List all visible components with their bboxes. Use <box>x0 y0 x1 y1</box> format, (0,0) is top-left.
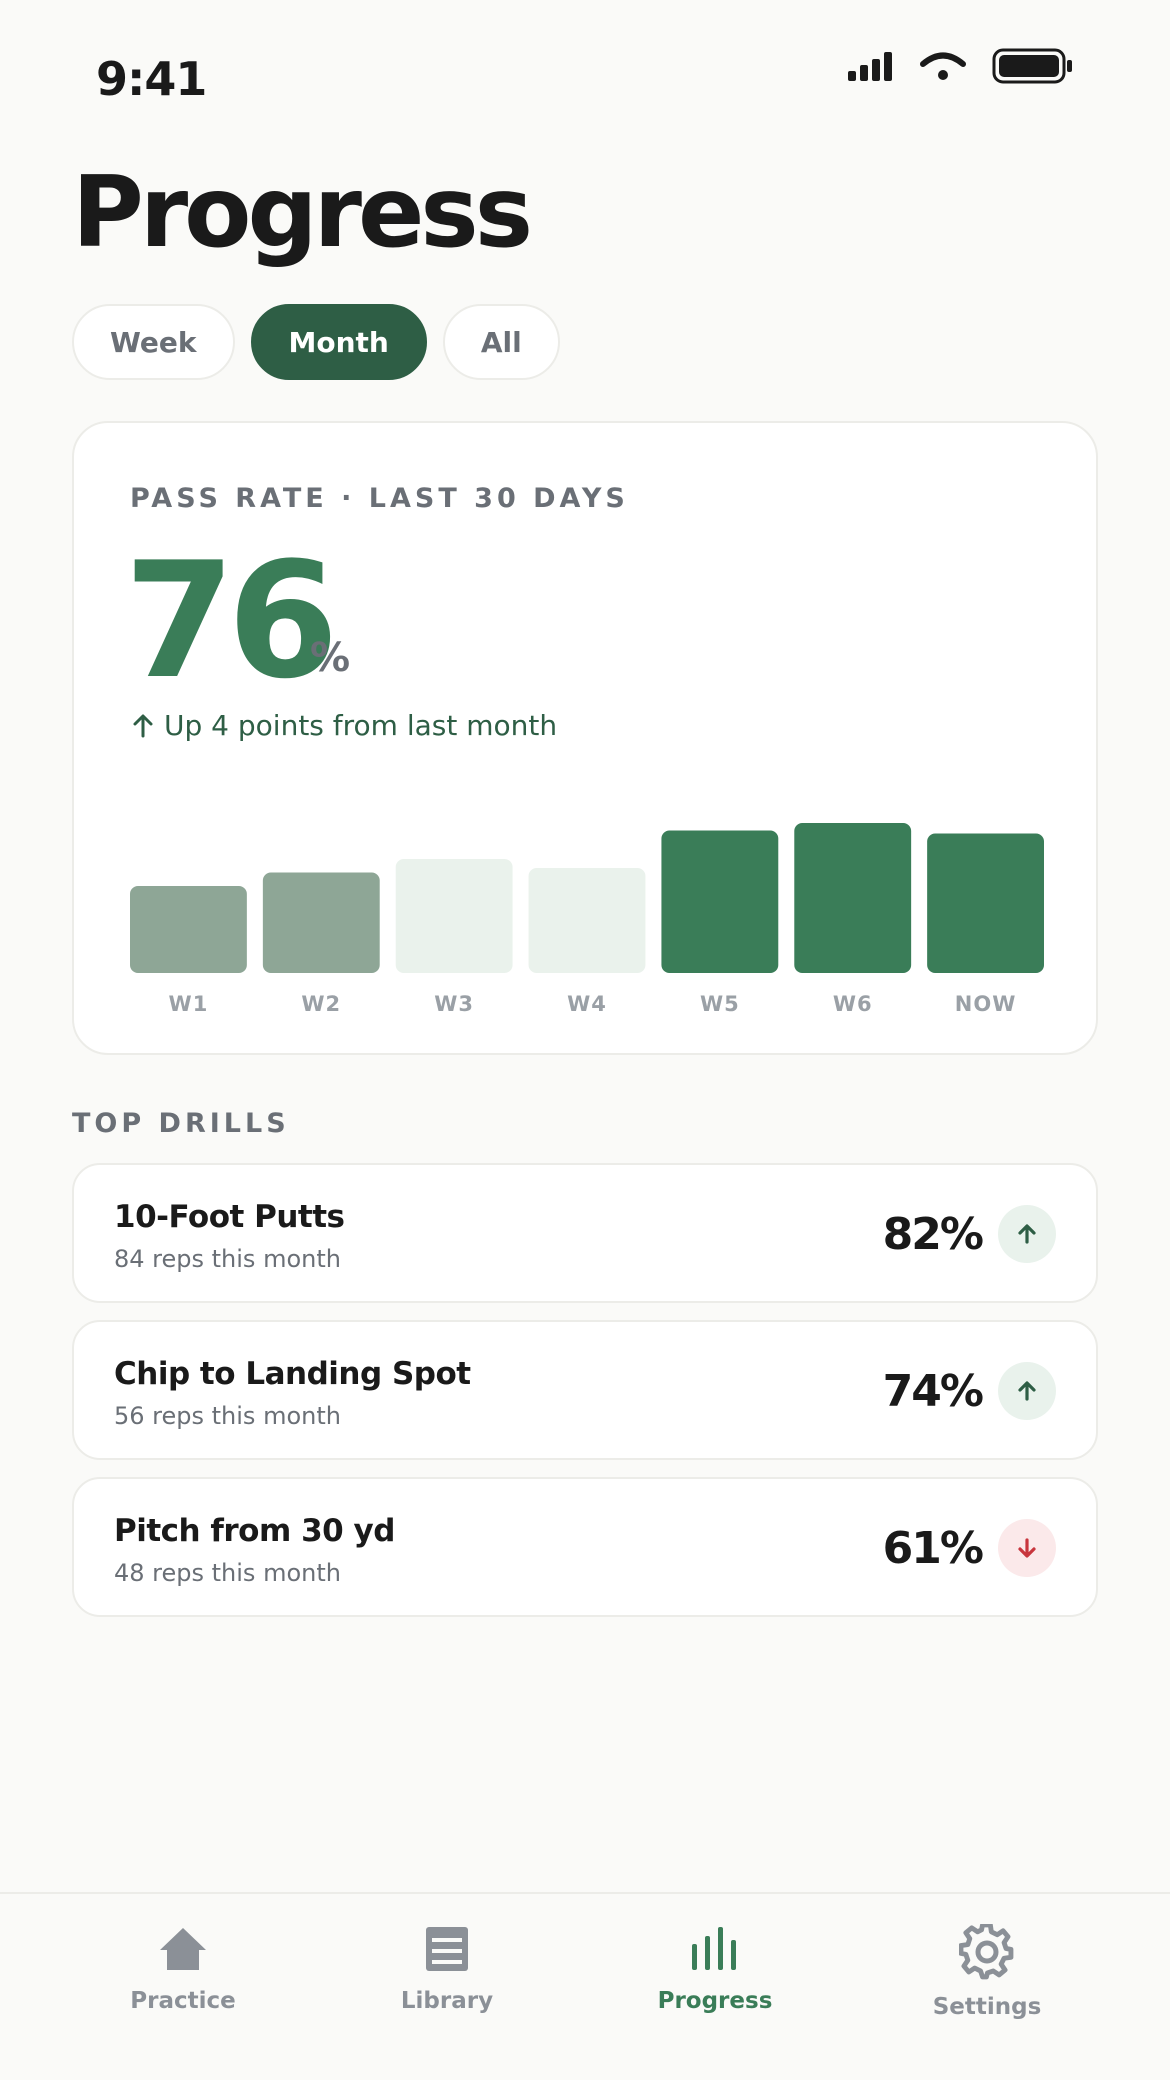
pass-rate-unit: % <box>310 635 351 681</box>
arrow-down-icon <box>1018 1538 1036 1558</box>
gear-icon <box>959 1924 1014 1980</box>
pass-rate-card: PASS RATE · LAST 30 DAYS 76 % Up 4 point… <box>72 421 1098 1055</box>
nav-item-progress[interactable]: Progress <box>615 1924 815 2014</box>
status-icons <box>848 48 1074 84</box>
drill-name: Chip to Landing Spot <box>114 1356 471 1392</box>
page-title: Progress <box>72 156 533 270</box>
status-time: 9:41 <box>96 52 207 106</box>
battery-icon <box>992 48 1072 84</box>
pass-rate-delta-text: Up 4 points from last month <box>164 709 558 742</box>
chart-bar-w3 <box>395 859 513 973</box>
chart-tick-label: W5 <box>700 992 740 1016</box>
library-icon <box>426 1927 468 1971</box>
chart-bar-w2 <box>262 872 380 973</box>
drill-rate: 82% <box>882 1209 984 1260</box>
drill-card[interactable]: 10-Foot Putts 84 reps this month 82% <box>72 1163 1098 1303</box>
pass-rate-value: 76 <box>124 527 339 714</box>
tab-week[interactable]: Week <box>72 304 235 380</box>
trend-badge <box>998 1519 1056 1577</box>
chart-tick-label: NOW <box>955 992 1017 1016</box>
tab-month[interactable]: Month <box>250 304 427 380</box>
nav-item-library[interactable]: Library <box>347 1924 547 2014</box>
trend-badge <box>998 1205 1056 1263</box>
section-label-top-drills: TOP DRILLS <box>72 1108 290 1139</box>
nav-label: Progress <box>657 1988 773 2014</box>
drill-name: 10-Foot Putts <box>114 1199 345 1235</box>
tab-all[interactable]: All <box>442 304 560 380</box>
period-tabs: Week Month All <box>72 304 560 380</box>
drill-name: Pitch from 30 yd <box>114 1513 395 1549</box>
chart-tick-label: W4 <box>567 992 607 1016</box>
drill-card[interactable]: Pitch from 30 yd 48 reps this month 61% <box>72 1477 1098 1617</box>
cellular-signal-icon <box>848 52 892 81</box>
drill-reps: 84 reps this month <box>114 1245 341 1273</box>
chart-tick-label: W2 <box>301 992 341 1016</box>
arrow-up-icon <box>1018 1381 1036 1401</box>
weekly-pass-rate-chart: W1 W2 W3 W4 W5 W6 NOW <box>130 823 1044 1016</box>
wifi-icon <box>920 52 966 80</box>
chart-bar-w5 <box>661 830 779 973</box>
home-icon <box>160 1928 206 1970</box>
arrow-up-icon <box>133 714 153 737</box>
bar-chart-icon <box>692 1927 736 1970</box>
chart-tick-label: W1 <box>169 992 209 1016</box>
chart-bar-w1 <box>130 886 247 973</box>
nav-item-practice[interactable]: Practice <box>83 1924 283 2014</box>
chart-bar-now <box>927 833 1044 973</box>
drill-reps: 56 reps this month <box>114 1402 341 1430</box>
chart-bar-w4 <box>528 868 646 973</box>
pass-rate-label: PASS RATE · LAST 30 DAYS <box>130 483 629 514</box>
nav-label: Practice <box>130 1988 236 2014</box>
chart-tick-label: W6 <box>833 992 873 1016</box>
drill-reps: 48 reps this month <box>114 1559 341 1587</box>
nav-label: Library <box>400 1988 494 2014</box>
arrow-up-icon <box>1018 1224 1036 1244</box>
drill-rate: 74% <box>882 1366 984 1417</box>
status-bar: 9:41 <box>0 0 1170 150</box>
drill-card[interactable]: Chip to Landing Spot 56 reps this month … <box>72 1320 1098 1460</box>
nav-item-settings[interactable]: Settings <box>887 1924 1087 2020</box>
drill-rate: 61% <box>882 1523 984 1574</box>
chart-tick-label: W3 <box>434 992 474 1016</box>
bottom-nav: Practice Library Progress Settings <box>0 1892 1170 2080</box>
pass-rate-delta: Up 4 points from last month <box>130 709 557 742</box>
nav-label: Settings <box>932 1994 1042 2020</box>
trend-badge <box>998 1362 1056 1420</box>
chart-bar-w6 <box>794 823 912 973</box>
